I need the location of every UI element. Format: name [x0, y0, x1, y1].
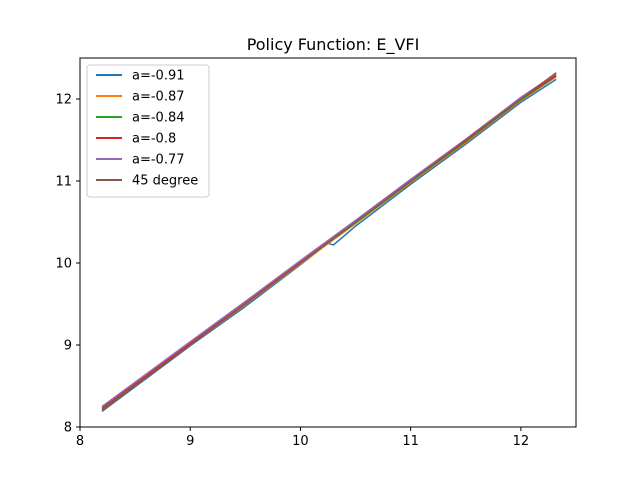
- x-tick-label: 8: [76, 434, 84, 449]
- x-tick-label: 9: [186, 434, 194, 449]
- y-tick-label: 11: [55, 175, 72, 190]
- y-tick-label: 9: [64, 339, 72, 354]
- legend-label: a=-0.84: [132, 111, 185, 126]
- legend-label: a=-0.77: [132, 153, 185, 168]
- y-tick-label: 10: [55, 257, 72, 272]
- x-axis: 8 9 10 11 12: [76, 427, 529, 449]
- legend-label: a=-0.87: [132, 90, 185, 105]
- chart-title: Policy Function: E_VFI: [247, 35, 420, 55]
- series-line-0: [101, 78, 557, 413]
- legend-box: [86, 64, 210, 198]
- series-line-5: [101, 72, 557, 412]
- legend-label: 45 degree: [132, 174, 198, 189]
- legend-label: a=-0.91: [132, 69, 185, 84]
- legend: a=-0.91 a=-0.87 a=-0.84 a=-0.8 a=-0.77 45 deg…: [86, 64, 210, 198]
- x-tick-label: 10: [292, 434, 309, 449]
- legend-label: a=-0.8: [132, 132, 176, 147]
- x-tick-label: 12: [513, 434, 530, 449]
- series-line-4: [101, 72, 557, 408]
- x-tick-label: 11: [402, 434, 419, 449]
- plot-frame: [79, 57, 577, 428]
- y-tick-label: 8: [64, 421, 72, 436]
- plot-lines: [101, 72, 557, 413]
- y-tick-label: 12: [55, 93, 72, 108]
- y-axis: 8 9 10 11 12: [55, 93, 80, 436]
